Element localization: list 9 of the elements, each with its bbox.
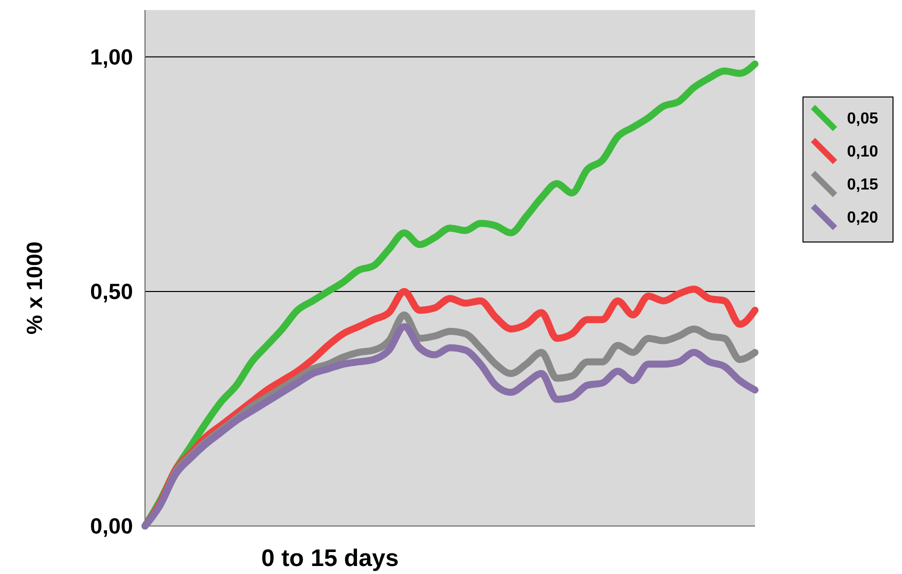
legend-label: 0,20 — [847, 210, 878, 227]
y-tick-label: 0,50 — [90, 279, 133, 304]
x-axis-title: 0 to 15 days — [261, 545, 399, 572]
y-axis-title: % x 1000 — [22, 242, 47, 334]
legend-label: 0,15 — [847, 176, 878, 194]
legend-label: 0,05 — [847, 110, 878, 128]
y-tick-label: 1,00 — [90, 44, 133, 70]
legend-label: 0,10 — [847, 144, 878, 161]
y-tick-label: 0,00 — [90, 514, 133, 539]
